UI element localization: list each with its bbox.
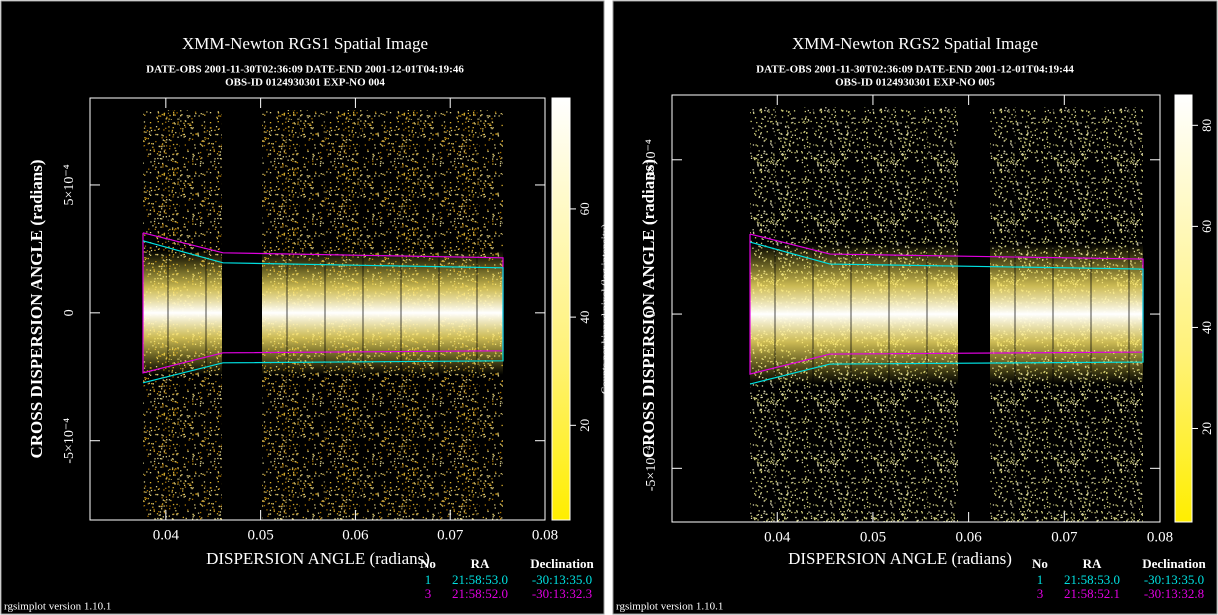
source-header: No [1032, 556, 1048, 571]
chart-subtitle: DATE-OBS 2001-11-30T02:36:09 DATE-END 20… [146, 64, 464, 76]
x-tick-label: 0.06 [342, 527, 369, 543]
source-cell: -30:13:35.0 [1144, 572, 1204, 587]
source-cell: 1 [425, 572, 432, 587]
source-header: RA [471, 556, 490, 571]
source-cell: 21:58:52.0 [452, 586, 508, 601]
x-tick-label: 0.06 [956, 529, 983, 545]
source-cell: -30:13:32.3 [532, 586, 592, 601]
y-tick-label: -5×10⁻⁴ [62, 418, 77, 464]
source-cell: 21:58:52.1 [1064, 586, 1120, 601]
plot-frame [671, 94, 1161, 523]
colorbar-tick-label: 60 [1199, 220, 1214, 233]
colorbar [1174, 94, 1193, 523]
dispersion-band [750, 244, 958, 385]
colorbar-tick-label: 40 [1199, 321, 1214, 334]
source-header: RA [1083, 556, 1102, 571]
colorbar-tick-label: 20 [577, 419, 592, 432]
x-tick-label: 0.07 [437, 527, 464, 543]
colorbar-tick-label: 60 [577, 202, 592, 215]
x-axis-label: DISPERSION ANGLE (radians) [206, 549, 430, 568]
source-cell: 3 [1037, 586, 1044, 601]
footer: rgsimplot version 1.10.1 [616, 601, 723, 613]
y-tick-label: 0 [644, 311, 659, 318]
source-cell: 21:58:53.0 [452, 572, 508, 587]
source-cell: -30:13:35.0 [532, 572, 592, 587]
source-cell: 21:58:53.0 [1064, 572, 1120, 587]
chart-subtitle: OBS-ID 0124930301 EXP-NO 004 [225, 77, 385, 89]
colorbar-label: Counts per binned pixel (log intensity) [600, 224, 612, 395]
y-tick-label: 5×10⁻⁴ [62, 164, 77, 205]
y-tick-label: 5×10⁻⁴ [644, 139, 659, 180]
colorbar-tick-label: 40 [577, 311, 592, 324]
extraction-region [749, 241, 1144, 385]
footer: rgsimplot version 1.10.1 [4, 601, 111, 613]
y-tick-label: 0 [62, 309, 77, 316]
x-tick-label: 0.08 [532, 527, 558, 543]
colorbar-tick-label: 80 [1199, 119, 1214, 132]
chart-subtitle: OBS-ID 0124930301 EXP-NO 005 [835, 77, 995, 89]
source-header: No [420, 556, 436, 571]
source-header: Declination [530, 556, 594, 571]
source-cell: 1 [1037, 572, 1044, 587]
y-axis-label: CROSS DISPERSION ANGLE (radians) [639, 159, 658, 458]
x-tick-label: 0.08 [1147, 529, 1173, 545]
colorbar [551, 97, 571, 521]
dispersion-band [143, 250, 222, 375]
y-axis-label: CROSS DISPERSION ANGLE (radians) [27, 160, 46, 459]
colorbar-tick-label: 20 [1199, 422, 1214, 435]
chart-title: XMM-Newton RGS1 Spatial Image [182, 34, 428, 53]
source-cell: -30:13:32.8 [1144, 586, 1204, 601]
source-header: Declination [1142, 556, 1206, 571]
dispersion-band [262, 250, 503, 375]
x-axis-label: DISPERSION ANGLE (radians) [788, 549, 1012, 568]
x-tick-label: 0.04 [153, 527, 180, 543]
x-tick-label: 0.05 [860, 529, 886, 545]
y-tick-label: -5×10⁻⁴ [644, 445, 659, 491]
x-tick-label: 0.04 [764, 529, 791, 545]
extraction-region [142, 240, 504, 384]
x-tick-label: 0.07 [1051, 529, 1078, 545]
x-tick-label: 0.05 [248, 527, 274, 543]
plot-frame [89, 97, 546, 521]
chart-title: XMM-Newton RGS2 Spatial Image [792, 34, 1038, 53]
chart-subtitle: DATE-OBS 2001-11-30T02:36:09 DATE-END 20… [756, 64, 1074, 76]
source-cell: 3 [425, 586, 432, 601]
